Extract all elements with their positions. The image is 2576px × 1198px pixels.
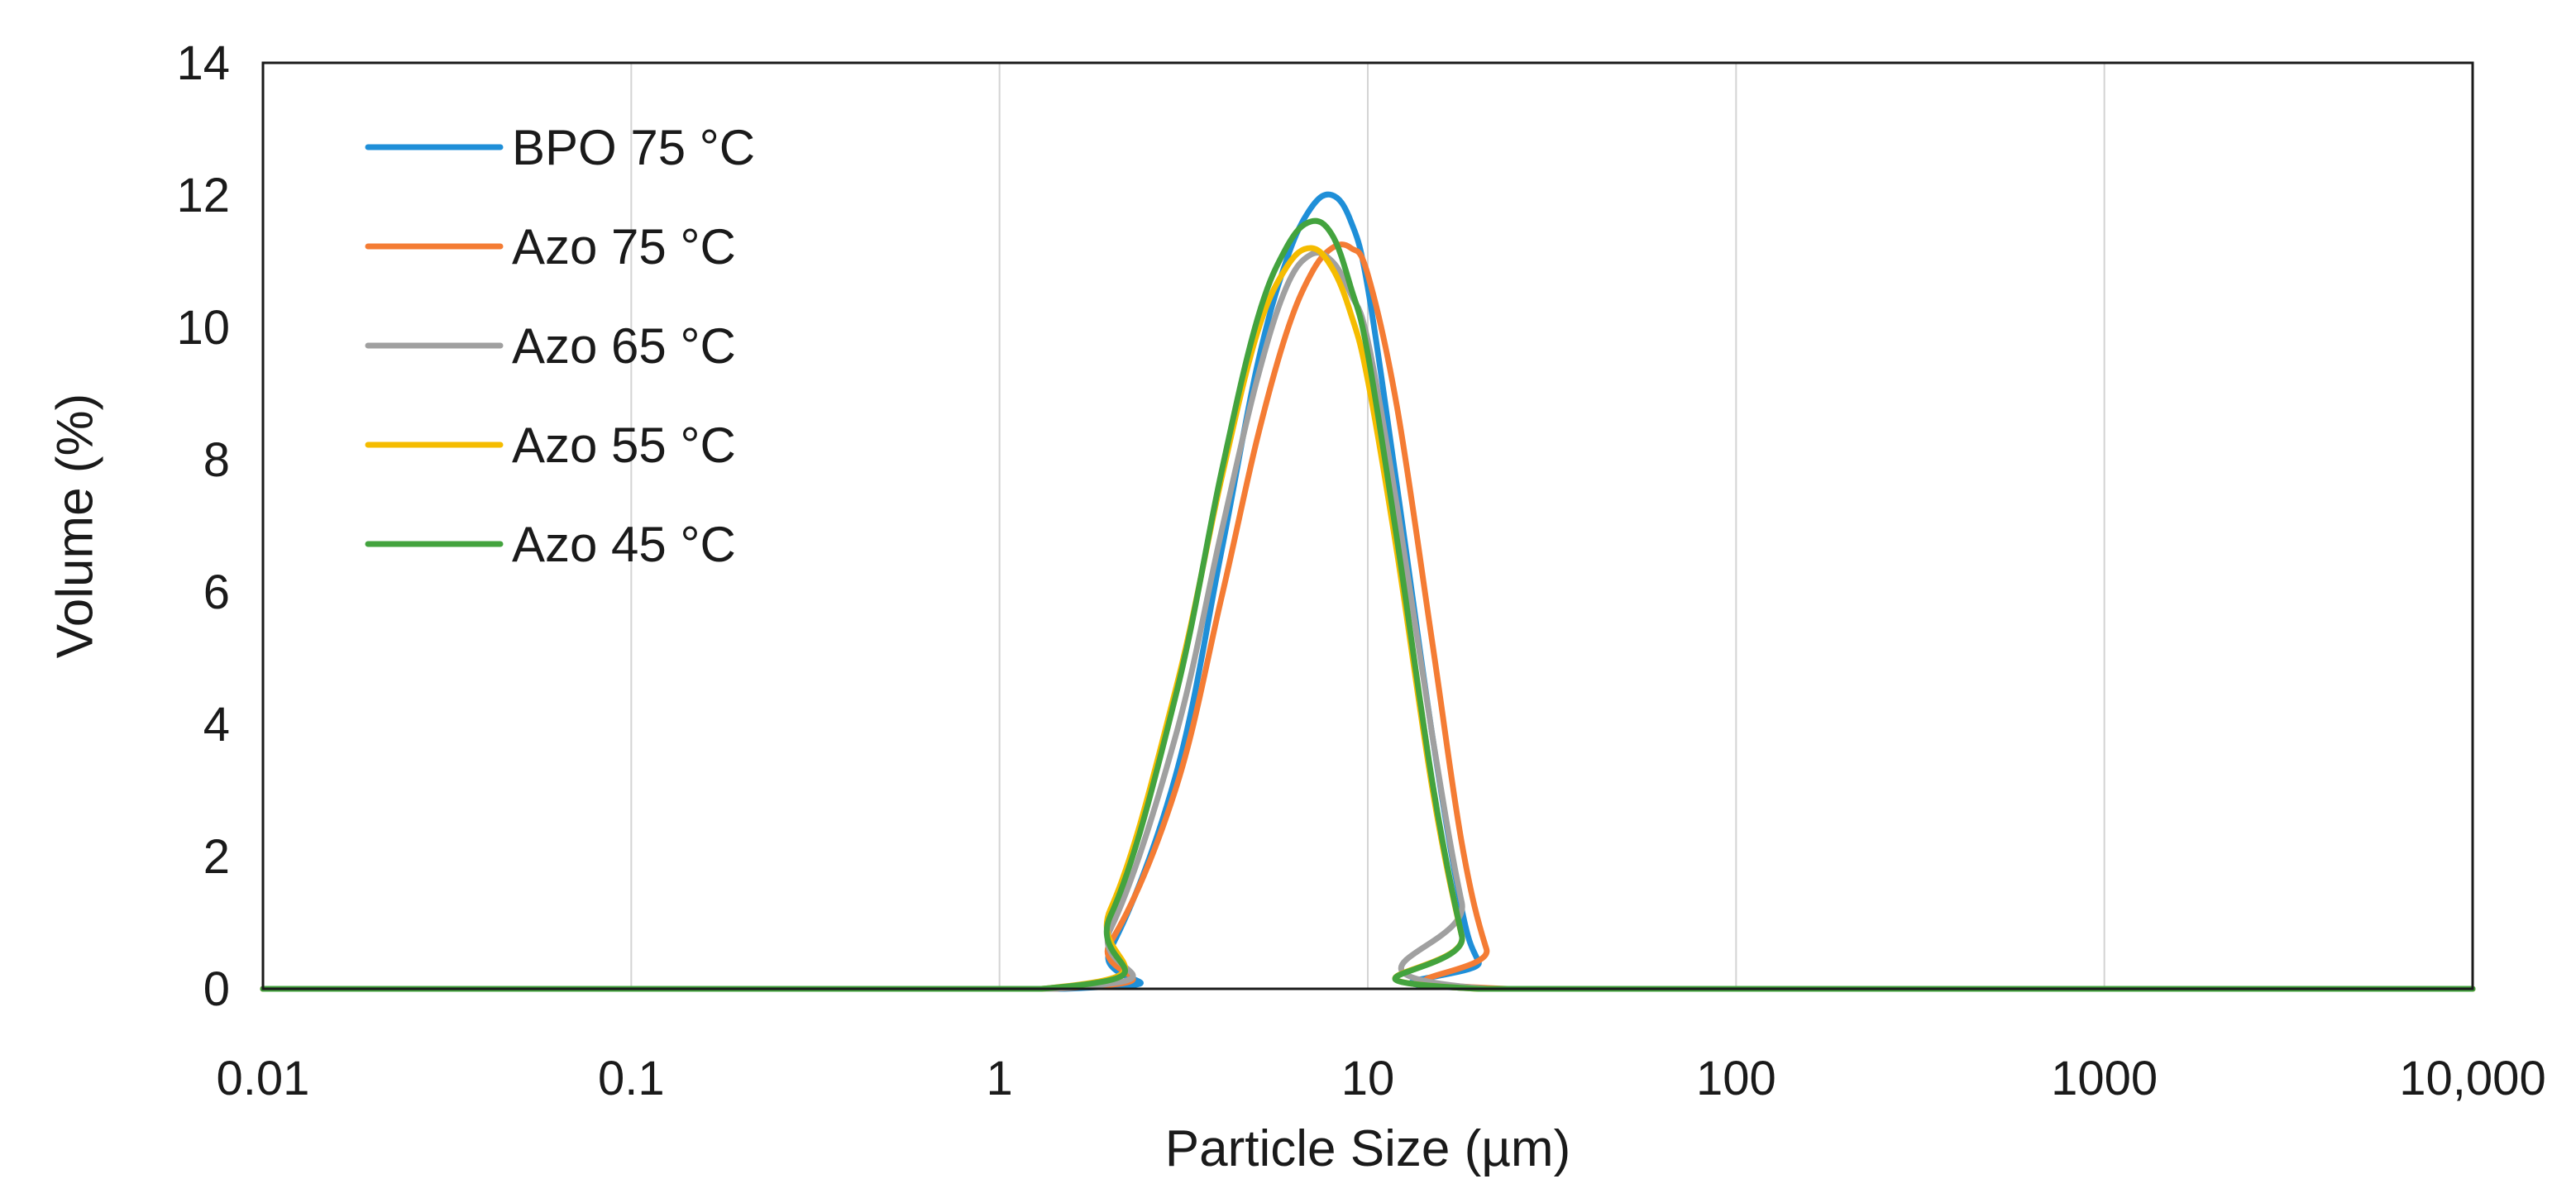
legend-label: Azo 65 °C <box>512 318 736 374</box>
legend-label: Azo 45 °C <box>512 517 736 572</box>
legend-item-bpo-75-c: BPO 75 °C <box>365 120 755 175</box>
y-tick-label: 0 <box>203 962 230 1016</box>
x-tick-label: 100 <box>1696 1052 1776 1105</box>
legend-label: Azo 75 °C <box>512 219 736 274</box>
x-tick-label: 0.1 <box>598 1052 665 1105</box>
y-tick-label: 10 <box>176 301 230 355</box>
y-tick-label: 8 <box>203 433 230 487</box>
legend-item-azo-75-c: Azo 75 °C <box>365 219 736 274</box>
x-tick-label: 1 <box>987 1052 1013 1105</box>
x-tick-label: 0.01 <box>217 1052 310 1105</box>
y-tick-label: 12 <box>176 169 230 222</box>
series-line-azo-45-c <box>260 217 2476 992</box>
legend-item-azo-55-c: Azo 55 °C <box>365 418 736 473</box>
series-lines <box>260 191 2476 992</box>
x-axis-tick-labels: 0.01 0.1 1 10 100 1000 10,000 <box>217 1052 2546 1105</box>
legend: BPO 75 °C Azo 75 °C Azo 65 °C Azo 55 °C Azo … <box>365 120 755 572</box>
y-axis-tick-labels: 0 2 4 6 8 10 12 14 <box>176 36 230 1016</box>
x-axis-title: Particle Size (µm) <box>1165 1120 1570 1177</box>
legend-item-azo-45-c: Azo 45 °C <box>365 517 736 572</box>
y-axis-title: Volume (%) <box>47 394 104 658</box>
y-tick-label: 6 <box>203 566 230 619</box>
plot-frame <box>261 61 2474 990</box>
legend-label: BPO 75 °C <box>512 120 755 175</box>
legend-label: Azo 55 °C <box>512 418 736 473</box>
y-tick-label: 4 <box>203 698 230 752</box>
x-tick-label: 10 <box>1341 1052 1395 1105</box>
legend-item-azo-65-c: Azo 65 °C <box>365 318 736 374</box>
y-tick-label: 2 <box>203 830 230 884</box>
x-tick-label: 10,000 <box>2399 1052 2545 1105</box>
y-tick-label: 14 <box>176 36 230 90</box>
x-tick-label: 1000 <box>2051 1052 2158 1105</box>
